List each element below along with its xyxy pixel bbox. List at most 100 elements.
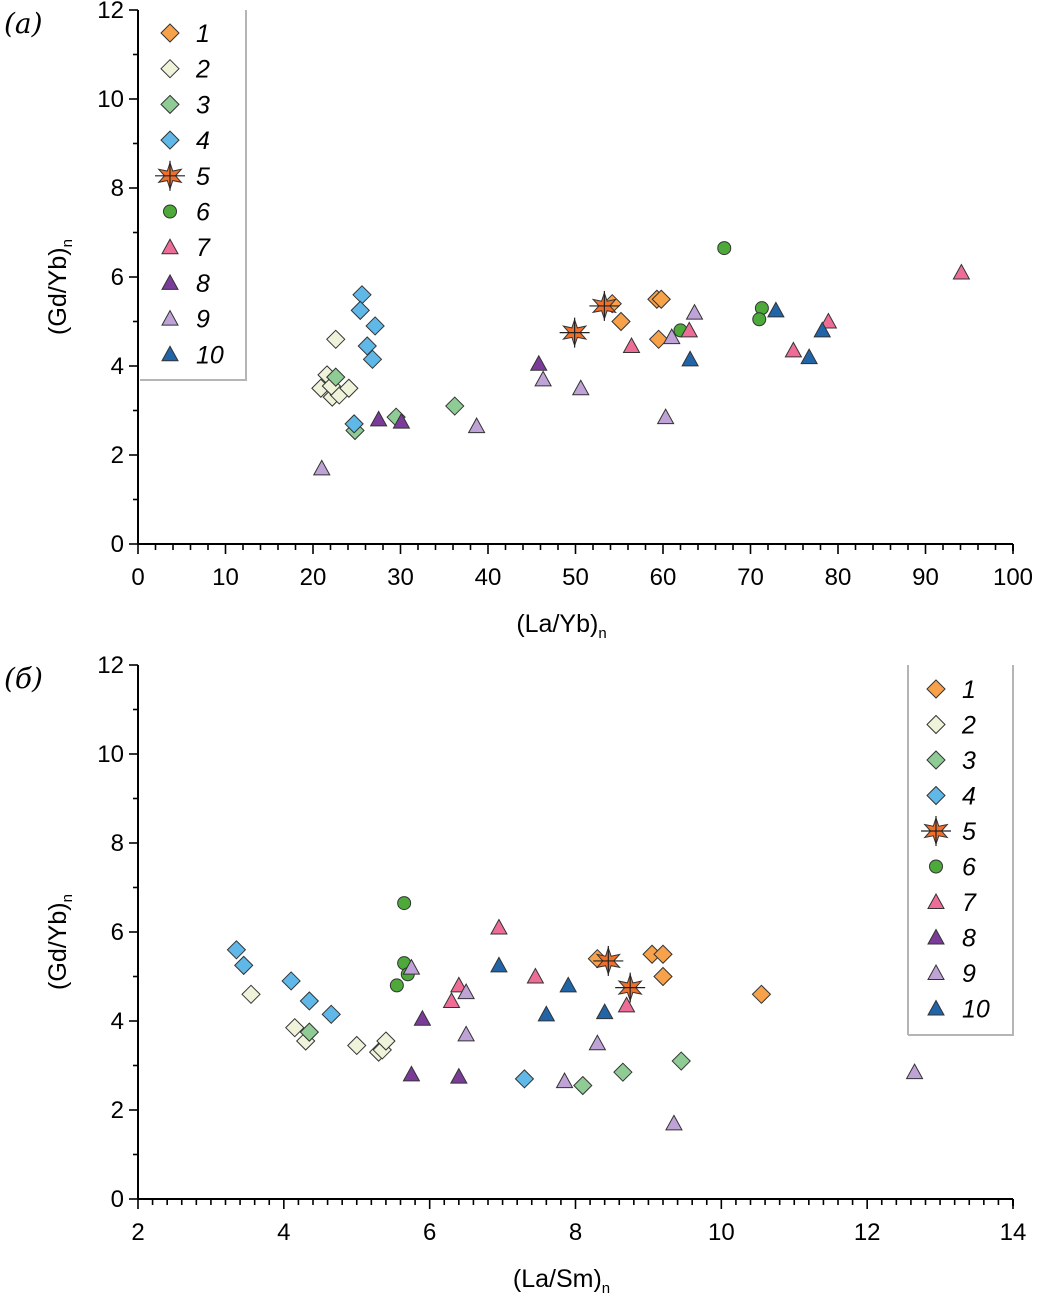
legend-label-7: 7: [196, 234, 211, 262]
data-point-series-2: [376, 1031, 396, 1051]
y-tick-label: 4: [111, 1008, 124, 1035]
legend-label-6: 6: [196, 199, 210, 227]
data-point-series-4: [514, 1069, 535, 1089]
data-point-series-9: [905, 1063, 924, 1080]
x-tick-label: 4: [277, 1219, 290, 1246]
data-point-series-4: [352, 285, 372, 305]
legend-marker-5: [921, 816, 951, 846]
y-tick-label: 8: [111, 175, 124, 202]
data-point-series-8: [529, 354, 548, 371]
legend-label-1: 1: [962, 676, 976, 704]
legend-label-10: 10: [196, 341, 224, 369]
data-point-series-2: [326, 329, 346, 350]
legend: 1 2 3 4 5 6 7 8 9 10: [921, 676, 990, 1024]
legend-marker-8: [161, 273, 179, 290]
data-point-series-4: [344, 414, 364, 434]
legend-label-5: 5: [962, 818, 976, 846]
y-tick-label: 6: [111, 264, 124, 291]
data-point-series-10: [559, 976, 578, 993]
data-point-series-1: [651, 289, 671, 309]
x-tick-label: 6: [423, 1219, 436, 1246]
data-point-series-9: [312, 459, 331, 476]
x-tick-label: 10: [212, 564, 239, 591]
x-tick-label: 70: [737, 564, 764, 591]
y-axis-title: (Gd/Yb)n: [44, 239, 76, 335]
legend-frame: [908, 665, 1014, 1036]
y-axis-title-main: (Gd/Yb): [44, 902, 72, 990]
legend-marker-6: [163, 204, 177, 219]
legend-label-9: 9: [962, 960, 976, 988]
panel-label: (а): [4, 7, 43, 40]
series-3: [326, 367, 465, 441]
x-axis-title: (La/Sm)n: [513, 1265, 610, 1297]
data-point-series-1: [648, 329, 669, 350]
y-tick-label: 8: [111, 830, 124, 857]
legend-marker-2: [160, 58, 180, 79]
series-1: [587, 944, 772, 1005]
data-point-series-5: [593, 945, 624, 976]
data-point-series-9: [656, 408, 675, 425]
data-point-series-10: [800, 348, 818, 365]
legend-label-4: 4: [196, 127, 210, 155]
legend-marker-7: [161, 238, 179, 255]
legend-marker-8: [927, 928, 945, 945]
x-tick-label: 20: [300, 564, 327, 591]
x-axis-title-main: (La/Yb): [516, 610, 598, 638]
legend-marker-9: [161, 309, 179, 326]
data-point-series-3: [671, 1051, 691, 1071]
series-5: [593, 945, 646, 1003]
legend-marker-3: [926, 750, 946, 770]
data-point-series-10: [813, 321, 832, 338]
x-tick-label: 30: [387, 564, 414, 591]
series-9: [312, 303, 704, 476]
legend-marker-1: [160, 23, 180, 43]
y-tick-label: 10: [97, 86, 124, 113]
data-point-series-10: [595, 1003, 614, 1020]
series-3: [299, 1022, 691, 1096]
y-tick-label: 12: [97, 652, 124, 679]
legend-marker-4: [160, 130, 180, 150]
data-point-series-6: [752, 312, 767, 327]
data-point-series-9: [571, 379, 590, 396]
series-1: [602, 289, 671, 350]
legend-label-2: 2: [195, 56, 210, 84]
series-7: [442, 918, 636, 1013]
data-point-series-7: [617, 996, 636, 1013]
data-point-series-2: [347, 1035, 367, 1056]
data-point-series-7: [622, 336, 641, 353]
y-tick-label: 2: [111, 1097, 124, 1124]
series-2: [241, 984, 396, 1062]
x-tick-label: 40: [475, 564, 502, 591]
data-point-series-3: [326, 367, 346, 387]
data-point-series-5: [589, 290, 620, 321]
data-point-series-5: [559, 317, 590, 348]
data-point-series-3: [573, 1075, 593, 1096]
x-tick-label: 60: [650, 564, 677, 591]
x-tick-label: 2: [131, 1219, 144, 1246]
y-tick-label: 4: [111, 353, 124, 380]
data-point-series-10: [537, 1005, 556, 1022]
y-axis-title-sub: n: [59, 239, 76, 247]
series-6: [673, 241, 769, 338]
x-tick-label: 12: [854, 1219, 881, 1246]
data-point-series-7: [490, 918, 508, 935]
legend-label-7: 7: [962, 889, 977, 917]
x-tick-label: 50: [562, 564, 589, 591]
y-tick-label: 6: [111, 919, 124, 946]
data-point-series-4: [226, 940, 247, 960]
legend-marker-9: [927, 963, 945, 980]
data-point-series-9: [457, 1025, 475, 1042]
x-tick-label: 80: [825, 564, 852, 591]
data-point-series-9: [467, 417, 486, 434]
legend-label-8: 8: [962, 925, 976, 953]
data-point-series-4: [234, 955, 254, 976]
legend-marker-6: [929, 859, 943, 874]
legend-marker-1: [926, 679, 946, 699]
data-point-series-3: [299, 1022, 320, 1042]
series-7: [622, 263, 971, 358]
data-point-series-8: [369, 410, 388, 427]
legend-marker-10: [927, 999, 945, 1016]
data-point-series-7: [680, 321, 699, 338]
